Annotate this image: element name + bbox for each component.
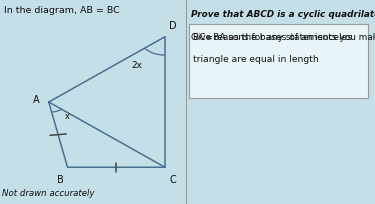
Text: C: C bbox=[169, 175, 176, 185]
Text: A: A bbox=[33, 95, 39, 105]
Text: Not drawn accurately: Not drawn accurately bbox=[3, 189, 95, 198]
Bar bbox=[189, 24, 368, 98]
Text: In the diagram, AB = BC: In the diagram, AB = BC bbox=[4, 6, 120, 15]
Text: Prove that ABCD is a cyclic quadrilateral.: Prove that ABCD is a cyclic quadrilatera… bbox=[191, 10, 375, 19]
Text: x: x bbox=[65, 112, 70, 121]
Text: BC=BA as the bases of an isoceles: BC=BA as the bases of an isoceles bbox=[193, 33, 352, 42]
Text: 2x: 2x bbox=[131, 61, 142, 70]
Text: Give reasons for any statements you make.: Give reasons for any statements you make… bbox=[191, 33, 375, 42]
Text: D: D bbox=[169, 21, 176, 31]
Text: B: B bbox=[57, 175, 63, 185]
Text: triangle are equal in length: triangle are equal in length bbox=[193, 55, 319, 64]
